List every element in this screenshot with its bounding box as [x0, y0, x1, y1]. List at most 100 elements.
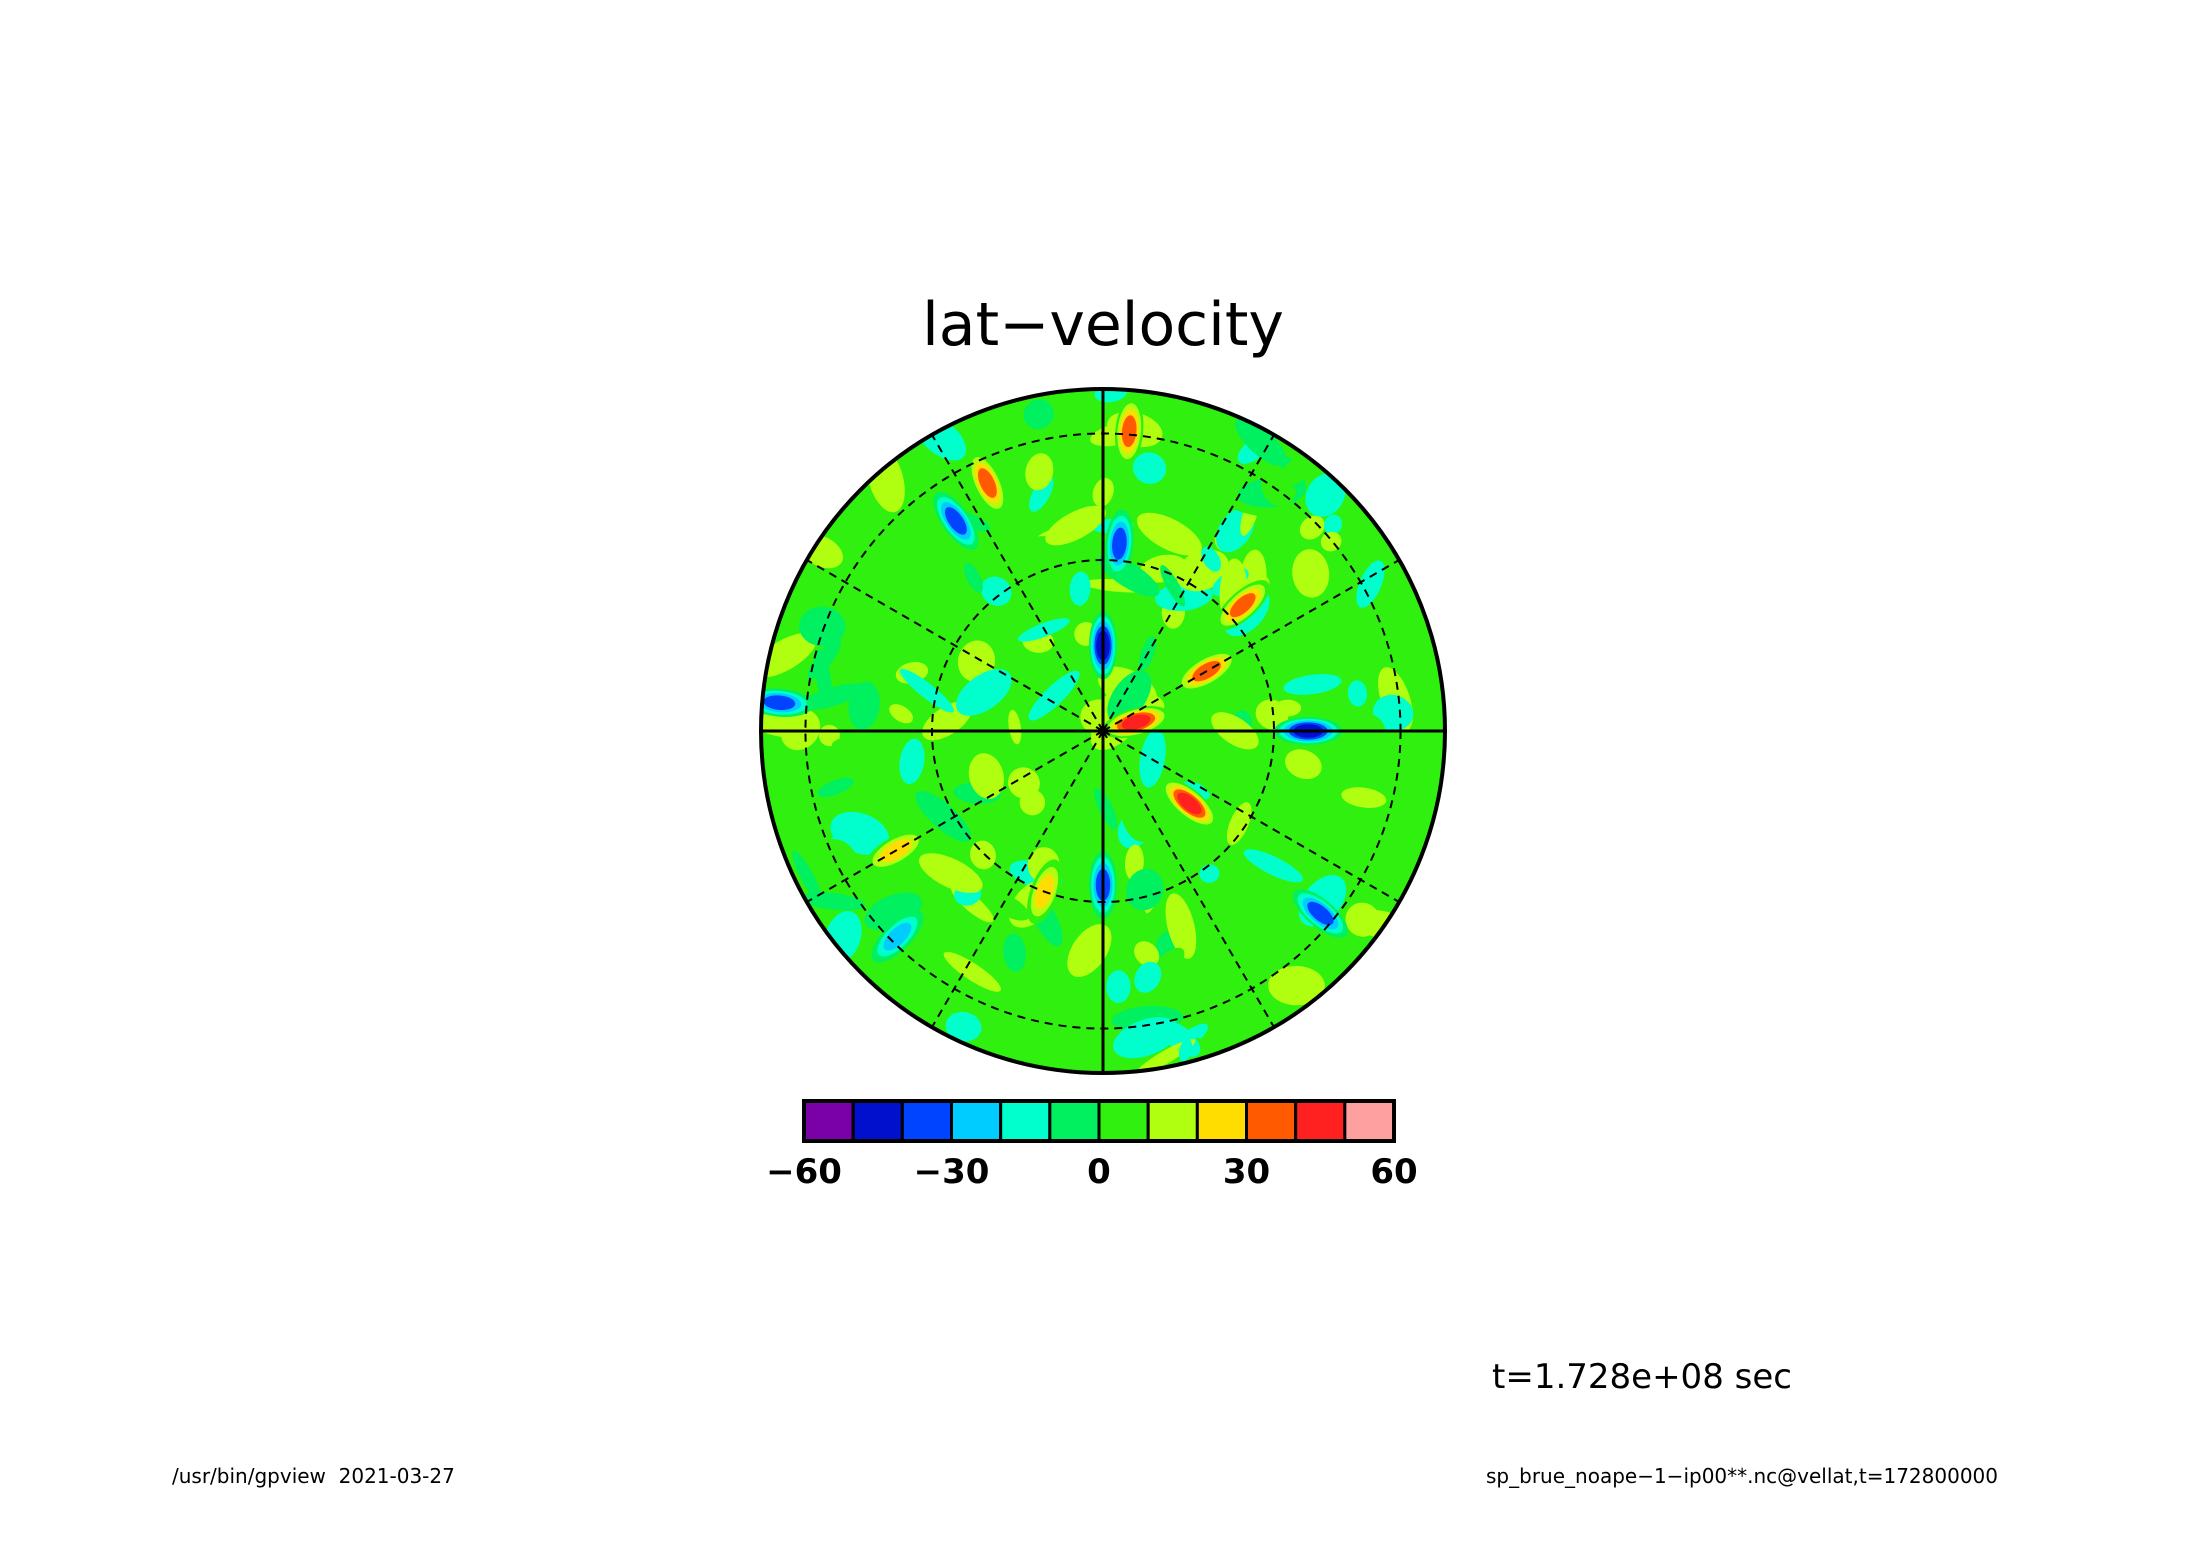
- colorbar-tick-label: −30: [914, 1152, 990, 1192]
- field-texture: [1255, 699, 1289, 730]
- field-texture: [970, 840, 996, 870]
- field-texture: [1106, 970, 1131, 1003]
- field-texture: [1341, 787, 1387, 808]
- field-texture: [1178, 1038, 1193, 1062]
- colorbar-tick-label: 60: [1370, 1152, 1417, 1192]
- field-texture: [1165, 893, 1197, 959]
- meridian-line: [931, 434, 1104, 732]
- field-texture: [1136, 512, 1202, 556]
- colorbar: [802, 1099, 1396, 1143]
- field-texture: [1008, 709, 1022, 745]
- field-texture: [963, 562, 983, 593]
- field-texture: [1268, 965, 1325, 1006]
- field-texture: [955, 669, 1012, 716]
- field-texture: [899, 738, 925, 785]
- field-texture: [823, 839, 858, 872]
- colorbar-cell: [950, 1099, 1003, 1143]
- field-feature: [1307, 901, 1334, 926]
- field-texture: [1226, 802, 1252, 845]
- colorbar-cell: [802, 1099, 855, 1143]
- colorbar-cell: [851, 1099, 904, 1143]
- colorbar-cell: [1245, 1099, 1298, 1143]
- field-texture: [1373, 694, 1414, 731]
- field-texture: [1025, 453, 1054, 491]
- field-feature: [763, 695, 796, 711]
- field-texture: [1285, 749, 1322, 780]
- field-texture: [1243, 849, 1304, 883]
- field-feature: [1229, 593, 1256, 618]
- field-texture: [957, 640, 996, 682]
- field-feature: [1121, 714, 1151, 730]
- footer-left: /usr/bin/gpview 2021-03-27: [172, 1464, 455, 1488]
- field-texture: [1323, 514, 1343, 535]
- field-texture: [915, 790, 971, 842]
- field-texture: [1356, 560, 1385, 608]
- field-texture: [1094, 788, 1118, 830]
- field-feature: [977, 468, 997, 498]
- meridian-line: [1102, 730, 1400, 903]
- field-texture: [1345, 902, 1380, 937]
- field-texture: [1183, 780, 1210, 800]
- field-texture: [1235, 418, 1287, 467]
- field-texture: [968, 753, 1005, 799]
- field-feature: [1112, 527, 1127, 560]
- colorbar-cell: [1343, 1099, 1396, 1143]
- map-boundary: [759, 387, 1447, 1075]
- meridian-line: [806, 730, 1104, 903]
- field-texture: [1134, 941, 1160, 967]
- field-texture: [1023, 399, 1054, 430]
- meridian-line: [931, 730, 1104, 1028]
- field-texture: [1107, 670, 1152, 724]
- field-texture: [1019, 789, 1046, 816]
- field-texture: [1283, 673, 1342, 695]
- colorbar-cell: [1146, 1099, 1199, 1143]
- field-texture: [792, 850, 823, 904]
- chart-title: lat−velocity: [922, 290, 1284, 360]
- field-texture: [1045, 505, 1106, 546]
- field-texture: [1132, 452, 1167, 484]
- field-texture: [889, 704, 914, 724]
- field-texture: [945, 1011, 982, 1042]
- colorbar-frame: [802, 1099, 1396, 1143]
- field-texture: [1292, 549, 1330, 598]
- field-texture: [1160, 565, 1186, 607]
- field-feature: [1177, 792, 1202, 815]
- colorbar-tick-label: 0: [1087, 1152, 1111, 1192]
- field-texture: [1347, 680, 1368, 707]
- field-texture: [817, 777, 854, 798]
- colorbar-cell: [1048, 1099, 1101, 1143]
- colorbar-cell: [1294, 1099, 1347, 1143]
- field-texture: [918, 853, 983, 893]
- field-feature: [1121, 415, 1137, 448]
- field-texture: [1299, 515, 1325, 540]
- field-texture: [1003, 933, 1026, 972]
- time-label: t=1.728e+08 sec: [1492, 1357, 1792, 1397]
- field-texture: [981, 576, 1012, 606]
- colorbar-cell: [1195, 1099, 1249, 1143]
- field-texture: [1067, 924, 1112, 977]
- field-texture: [943, 951, 1002, 992]
- meridian-line: [1102, 730, 1275, 1028]
- field-texture: [1126, 868, 1164, 911]
- colorbar-tick-labels: −60 −30 0 30 60: [766, 1152, 1418, 1192]
- field-texture: [984, 891, 1030, 921]
- field-texture: [1069, 571, 1091, 606]
- field-texture: [798, 606, 846, 647]
- field-feature: [944, 507, 967, 535]
- field-texture: [1201, 546, 1221, 572]
- colorbar-cell: [1097, 1099, 1150, 1143]
- field-texture: [1305, 473, 1346, 517]
- field-texture: [1063, 1044, 1088, 1066]
- field-texture: [1346, 713, 1386, 756]
- colorbar-cell: [999, 1099, 1052, 1143]
- field-texture: [1028, 670, 1080, 721]
- field-texture: [831, 737, 897, 766]
- footer-right: sp_brue_noape−1−ip00**.nc@vellat,t=17280…: [1486, 1464, 1998, 1488]
- map-grid: [759, 387, 1447, 1075]
- meridian-line: [806, 559, 1104, 732]
- colorbar-tick-label: −60: [766, 1152, 842, 1192]
- field-texture: [1367, 746, 1433, 792]
- field-texture: [798, 683, 867, 711]
- field-texture: [899, 668, 954, 713]
